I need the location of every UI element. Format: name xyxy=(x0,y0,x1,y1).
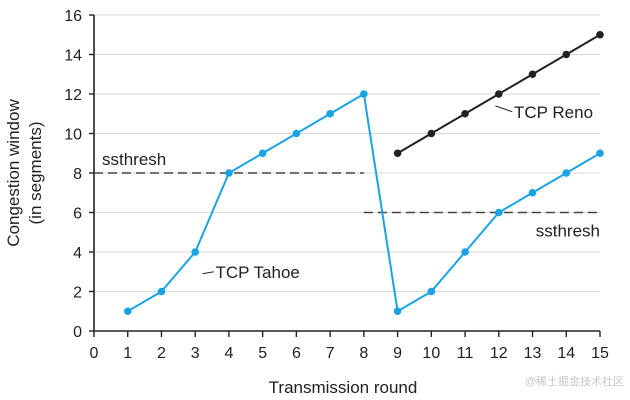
series-layer xyxy=(123,30,604,316)
tcp-reno-point-5 xyxy=(528,70,537,79)
y-tick-label-4: 4 xyxy=(73,245,82,262)
x-tick-label-6: 6 xyxy=(292,345,301,362)
x-tick-label-13: 13 xyxy=(524,345,542,362)
y-axis-subtitle: (in segments) xyxy=(26,122,45,225)
tcp-tahoe-point-8 xyxy=(360,90,368,98)
tcp-tahoe-point-2 xyxy=(157,287,166,296)
y-tick-label-8: 8 xyxy=(73,166,82,183)
x-tick-label-8: 8 xyxy=(359,345,368,362)
x-axis-title: Transmission round xyxy=(269,378,418,397)
x-tick-label-3: 3 xyxy=(191,345,200,362)
ssthresh-label-2: ssthresh xyxy=(536,222,600,241)
tcp-tahoe-point-11 xyxy=(461,248,469,256)
x-tick-label-15: 15 xyxy=(591,345,609,362)
y-tick-label-12: 12 xyxy=(64,87,82,104)
x-tick-label-1: 1 xyxy=(123,345,132,362)
x-tick-label-14: 14 xyxy=(557,345,575,362)
label-layer: Transmission round Congestion window (in s… xyxy=(4,99,624,397)
tcp-tahoe-point-1 xyxy=(123,307,132,316)
tcp-reno-point-1 xyxy=(393,149,402,158)
tcp-reno-point-6 xyxy=(562,50,571,59)
x-tick-label-12: 12 xyxy=(490,345,508,362)
tcp-tahoe-point-13 xyxy=(528,188,537,197)
grid-layer xyxy=(94,14,600,292)
tcp-reno-point-7 xyxy=(596,30,604,39)
y-tick-label-2: 2 xyxy=(73,285,82,302)
y-tick-label-16: 16 xyxy=(64,8,82,25)
tcp-tahoe-point-6 xyxy=(292,129,301,138)
tcp-tahoe-line xyxy=(127,93,601,313)
y-tick-label-6: 6 xyxy=(73,206,82,223)
tcp-tahoe-point-10 xyxy=(427,287,436,296)
tcp-tahoe-leader xyxy=(202,271,214,275)
x-tick-label-4: 4 xyxy=(224,345,233,362)
tcp-tahoe-point-15 xyxy=(596,149,604,158)
tcp-reno-leader xyxy=(495,105,513,113)
x-tick-label-11: 11 xyxy=(457,345,474,362)
x-tick-label-5: 5 xyxy=(258,345,267,362)
x-tick-label-7: 7 xyxy=(326,345,335,362)
tcp-tahoe-point-14 xyxy=(562,169,571,177)
x-tick-label-2: 2 xyxy=(157,345,166,362)
watermark: @稀土掘金技术社区 xyxy=(525,374,624,388)
y-axis-title: Congestion window xyxy=(4,99,23,247)
x-tick-label-9: 9 xyxy=(393,345,402,362)
tcp-tahoe-point-12 xyxy=(495,208,503,217)
ssthresh-label-1: ssthresh xyxy=(102,150,166,169)
y-tick-label-0: 0 xyxy=(73,324,82,341)
tcp-tahoe-point-5 xyxy=(258,149,267,158)
tcp-reno-point-4 xyxy=(495,90,503,98)
tcp-tahoe-point-3 xyxy=(191,248,199,256)
tcp-tahoe-point-7 xyxy=(326,109,334,118)
tcp-reno-point-3 xyxy=(461,109,469,118)
y-tick-label-10: 10 xyxy=(64,127,82,144)
y-tick-label-14: 14 xyxy=(64,48,82,65)
x-tick-label-0: 0 xyxy=(90,345,99,362)
tcp-reno-label: TCP Reno xyxy=(514,103,593,122)
tcp-reno-point-2 xyxy=(427,129,436,138)
tcp-tahoe-label: TCP Tahoe xyxy=(215,263,299,282)
x-tick-label-10: 10 xyxy=(422,345,440,362)
tcp-tahoe-point-9 xyxy=(393,307,402,316)
reference-lines xyxy=(94,172,600,214)
tcp-tahoe-point-4 xyxy=(225,169,233,177)
